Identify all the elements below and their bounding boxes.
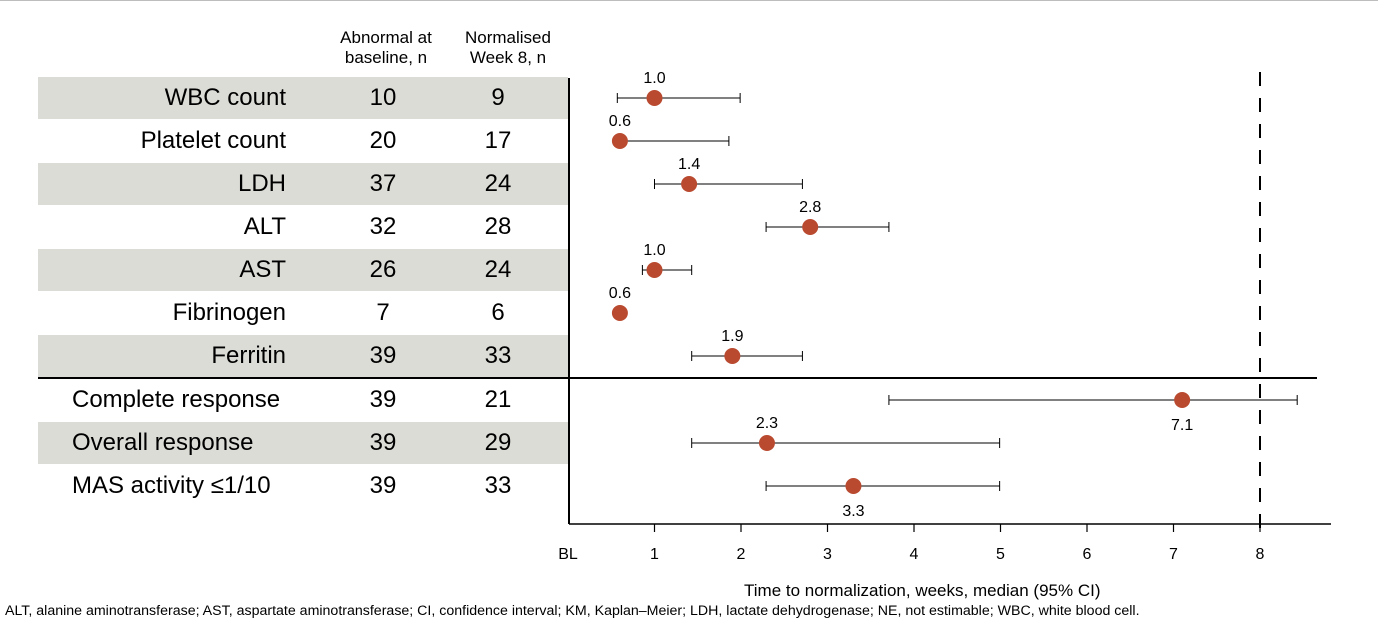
baseline-count: 7 <box>376 299 390 326</box>
section-separator <box>38 377 1317 379</box>
x-tick-label: 1 <box>650 546 659 563</box>
median-point <box>802 219 819 235</box>
baseline-count: 26 <box>369 256 397 283</box>
x-axis-label: Time to normalization, weeks, median (95… <box>744 581 1101 600</box>
row-band <box>38 335 568 377</box>
median-label: 0.6 <box>609 113 631 130</box>
normalised-count: 24 <box>484 170 512 197</box>
median-point <box>646 90 663 106</box>
row-band <box>38 249 568 291</box>
median-point <box>1174 392 1191 408</box>
normalised-count: 28 <box>484 213 512 240</box>
row-label: MAS activity ≤1/10 <box>72 472 271 499</box>
header-normalised-week8: Normalised Week 8, n <box>450 28 566 68</box>
median-label: 1.0 <box>643 242 665 259</box>
x-tick-label: 8 <box>1256 546 1265 563</box>
row-label: WBC count <box>164 84 286 111</box>
normalised-count: 9 <box>491 84 505 111</box>
median-point <box>724 348 741 364</box>
median-label: 1.4 <box>678 156 700 173</box>
row-label: Ferritin <box>211 342 286 369</box>
row-label: Fibrinogen <box>172 299 286 326</box>
median-point <box>758 435 775 451</box>
row-label: Platelet count <box>140 127 286 154</box>
normalised-count: 21 <box>484 386 512 413</box>
median-point <box>611 305 628 321</box>
baseline-count: 39 <box>369 429 397 456</box>
header-abnormal-baseline: Abnormal at baseline, n <box>328 28 444 68</box>
x-tick-label: 7 <box>1169 546 1178 563</box>
baseline-count: 39 <box>369 386 397 413</box>
baseline-count: 39 <box>369 472 397 499</box>
top-border <box>0 0 1378 1</box>
row-label: ALT <box>243 213 286 240</box>
baseline-count: 32 <box>369 213 397 240</box>
median-point <box>681 176 698 192</box>
header-abnormal-line2: baseline, n <box>344 48 428 67</box>
baseline-count: 39 <box>369 342 397 369</box>
row-band <box>38 77 568 119</box>
median-label: 2.3 <box>756 415 778 432</box>
normalised-count: 6 <box>491 299 505 326</box>
x-tick-label: 4 <box>910 546 919 563</box>
x-tick-label: 6 <box>1083 546 1092 563</box>
median-label: 1.0 <box>643 70 665 87</box>
x-tick-label: 3 <box>823 546 832 563</box>
median-label: 0.6 <box>609 285 631 302</box>
row-band <box>38 163 568 205</box>
x-tick-label: 5 <box>996 546 1005 563</box>
header-normalised-line2: Week 8, n <box>469 48 547 67</box>
row-band <box>38 422 568 464</box>
baseline-count: 20 <box>369 127 397 154</box>
footnote: ALT, alanine aminotransferase; AST, aspa… <box>5 603 1140 619</box>
normalised-count: 33 <box>484 472 512 499</box>
normalised-count: 29 <box>484 429 512 456</box>
normalised-count: 33 <box>484 342 512 369</box>
normalised-count: 24 <box>484 256 512 283</box>
row-label: Overall response <box>72 429 254 456</box>
median-point <box>646 262 663 278</box>
median-label: 1.9 <box>721 328 743 345</box>
row-label: LDH <box>237 170 286 197</box>
median-point <box>845 478 862 494</box>
header-abnormal-line1: Abnormal at <box>340 28 432 47</box>
baseline-count: 37 <box>369 170 397 197</box>
header-normalised-line1: Normalised <box>465 28 551 47</box>
median-label: 2.8 <box>799 199 821 216</box>
row-label: Complete response <box>72 386 281 413</box>
x-tick-label: 2 <box>737 546 746 563</box>
median-label: 3.3 <box>842 503 864 520</box>
row-label: AST <box>239 256 286 283</box>
x-tick-label: BL <box>558 546 578 563</box>
normalised-count: 17 <box>484 127 512 154</box>
baseline-count: 10 <box>369 84 397 111</box>
median-label: 7.1 <box>1171 417 1193 434</box>
median-point <box>611 133 628 149</box>
